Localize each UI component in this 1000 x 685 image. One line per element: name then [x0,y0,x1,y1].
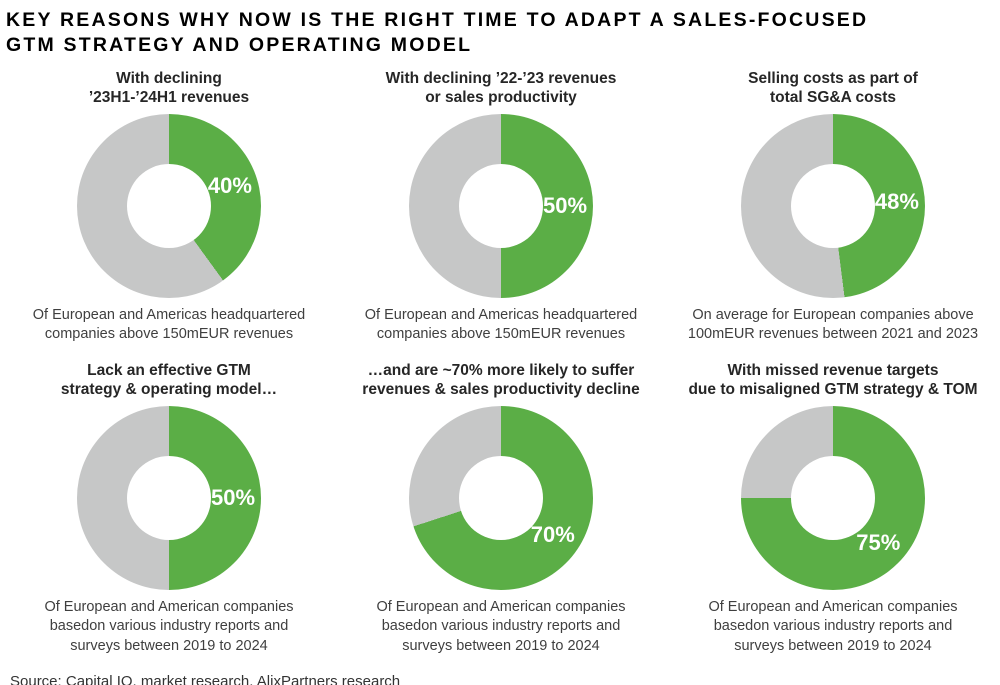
chart-caption: Of European and American companies based… [376,598,626,654]
chart-tile-missed-revenue-targets: With missed revenue targets due to misal… [672,361,994,657]
donut-hole [127,455,211,540]
chart-heading: With missed revenue targets due to misal… [688,361,978,399]
chart-tile-declining-23h1-24h1: With declining ’23H1-’24H1 revenues 40% … [8,69,330,345]
chart-tile-lack-gtm-strategy: Lack an effective GTM strategy & operati… [8,361,330,657]
chart-caption: On average for European companies above … [687,306,979,343]
donut-percent-label: 50% [210,484,256,510]
chart-heading: With declining ’22-’23 revenues or sales… [385,69,617,107]
chart-heading: Lack an effective GTM strategy & operati… [60,361,278,399]
charts-grid: With declining ’23H1-’24H1 revenues 40% … [6,69,996,657]
donut-chart: 40% [77,113,261,298]
chart-tile-declining-22-23: With declining ’22-’23 revenues or sales… [340,69,662,345]
donut-hole [791,163,875,248]
donut-chart: 50% [409,113,593,298]
donut-hole [791,455,875,540]
page-title: KEY REASONS WHY NOW IS THE RIGHT TIME TO… [6,9,869,57]
donut-chart: 70% [409,405,593,590]
donut-percent-label: 48% [874,188,919,214]
donut-hole [127,163,211,248]
chart-caption: Of European and American companies based… [708,598,958,654]
chart-tile-selling-costs: Selling costs as part of total SG&A cost… [672,69,994,345]
donut-chart: 50% [77,405,261,590]
chart-caption: Of European and Americas headquartered c… [364,306,638,343]
donut-percent-label: 40% [207,172,252,198]
chart-caption: Of European and Americas headquartered c… [32,306,306,343]
chart-heading: With declining ’23H1-’24H1 revenues [88,69,250,107]
donut-percent-label: 75% [856,530,901,556]
donut-percent-label: 50% [542,192,588,218]
donut-chart: 75% [741,405,925,590]
source-note: Source: Capital IQ, market research, Ali… [10,672,401,685]
chart-heading: …and are ~70% more likely to suffer reve… [362,361,640,399]
chart-caption: Of European and American companies based… [44,598,294,654]
donut-hole [459,455,543,540]
chart-tile-more-likely-decline: …and are ~70% more likely to suffer reve… [340,361,662,657]
donut-hole [459,163,543,248]
donut-chart: 48% [741,113,925,298]
chart-heading: Selling costs as part of total SG&A cost… [748,69,918,107]
donut-percent-label: 70% [530,522,575,548]
